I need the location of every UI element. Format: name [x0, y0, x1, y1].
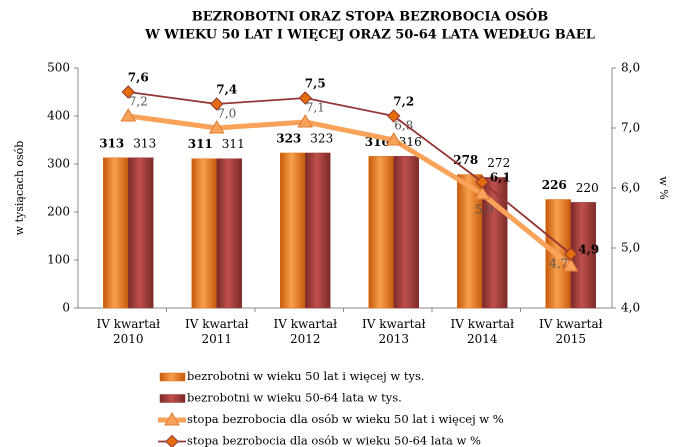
bar: [280, 152, 306, 309]
marker: [121, 85, 135, 99]
y-tick-label: 0: [62, 301, 70, 315]
x-tick-label: IV kwartał 2010: [96, 317, 160, 346]
line: [127, 113, 573, 268]
line-value-label: 7,1: [306, 101, 325, 115]
y-tick-label: 400: [47, 109, 70, 123]
marker: [210, 97, 224, 111]
bar: [216, 158, 242, 309]
marker: [385, 132, 402, 146]
line-value-label: 4,9: [578, 243, 599, 257]
bar: [368, 156, 394, 309]
line-value-label: 7,4: [216, 83, 237, 97]
line-value-label: 5,9: [475, 203, 494, 217]
marker: [564, 247, 578, 261]
line-value-label: 6,8: [394, 119, 413, 133]
marker: [475, 175, 489, 189]
y-tick-label: 100: [47, 253, 70, 267]
bar-value-label: 313: [133, 136, 156, 150]
x-tick-label-line: 2012: [290, 332, 321, 346]
marker: [562, 258, 579, 272]
bar: [103, 157, 129, 309]
x-tick-label-line: IV kwartał: [539, 317, 603, 331]
x-tick-label: IV kwartał 2011: [185, 317, 249, 346]
marker: [297, 114, 314, 128]
line-value-label: 7,6: [128, 71, 149, 85]
y-tick-label: 300: [47, 157, 70, 171]
marker: [387, 109, 401, 123]
legend-swatch: [159, 394, 186, 403]
legend-marker: [165, 434, 179, 447]
line-value-label: 6,1: [490, 171, 511, 185]
x-tick-label-line: IV kwartał: [185, 317, 249, 331]
line-value-label: 7,5: [305, 77, 326, 91]
y-axis-label: w tysiącach osób: [13, 141, 26, 236]
x-tick-label-line: IV kwartał: [362, 317, 426, 331]
y-tick-label: 500: [47, 61, 70, 75]
legend-label: stopa bezrobocia dla osób w wieku 50 lat…: [187, 412, 504, 426]
bar: [191, 158, 217, 309]
bar-value-label: 311: [222, 137, 245, 151]
bar: [128, 157, 154, 309]
line-value-label: 7,0: [217, 107, 236, 121]
chart-title: BEZROBOTNI ORAZ STOPA BEZROBOCIA OSÓB: [192, 8, 548, 25]
bar: [393, 156, 419, 309]
x-tick-label: IV kwartał 2012: [273, 317, 337, 346]
y-tick-label: 200: [47, 205, 70, 219]
bar-value-label: 323: [310, 131, 333, 145]
y2-tick-label: 4,0: [621, 301, 640, 315]
line-value-label: 7,2: [393, 95, 414, 109]
bar-value-label: 226: [542, 178, 567, 192]
marker: [120, 108, 137, 122]
x-tick-label-line: IV kwartał: [96, 317, 160, 331]
bar: [305, 152, 331, 309]
bar-value-label: 311: [188, 137, 213, 151]
marker: [474, 186, 491, 200]
x-tick-label: IV kwartał 2014: [450, 317, 514, 346]
x-tick-label-line: 2010: [113, 332, 144, 346]
bar-value-label: 272: [487, 156, 510, 170]
x-tick-label: IV kwartał 2013: [362, 317, 426, 346]
x-tick-label-line: IV kwartał: [273, 317, 337, 331]
bar-value-label: 313: [99, 136, 124, 150]
line: [128, 91, 572, 255]
bar-value-label: 323: [276, 131, 301, 145]
legend-label: bezrobotni w wieku 50 lat i więcej w tys…: [187, 369, 425, 383]
legend-marker: [164, 412, 180, 426]
bar-value-label: 278: [453, 153, 478, 167]
bar-value-label: 220: [576, 181, 599, 195]
bar: [570, 202, 596, 309]
y2-axis-label: w %: [657, 176, 670, 199]
line-value-label: 7,2: [129, 95, 148, 109]
y2-tick-label: 8,0: [621, 61, 640, 75]
y2-tick-label: 6,0: [621, 181, 640, 195]
legend-swatch: [159, 372, 186, 382]
marker: [208, 120, 225, 134]
x-tick-label-line: 2014: [467, 332, 498, 346]
legend-label: stopa bezrobocia dla osób w wieku 50-64 …: [187, 434, 481, 447]
legend-label: bezrobotni w wieku 50-64 lata w tys.: [187, 391, 402, 405]
chart-title: W WIEKU 50 LAT I WIĘCEJ ORAZ 50-64 LATA …: [144, 28, 595, 43]
y2-tick-label: 7,0: [621, 121, 640, 135]
x-tick-label: IV kwartał 2015: [539, 317, 603, 346]
x-tick-label-line: 2011: [201, 332, 232, 346]
marker: [298, 91, 312, 105]
y2-tick-label: 5,0: [621, 241, 640, 255]
x-tick-label-line: IV kwartał: [450, 317, 514, 331]
line-value-label: 4,7: [549, 257, 568, 271]
x-tick-label-line: 2015: [555, 332, 586, 346]
x-tick-label-line: 2013: [378, 332, 409, 346]
